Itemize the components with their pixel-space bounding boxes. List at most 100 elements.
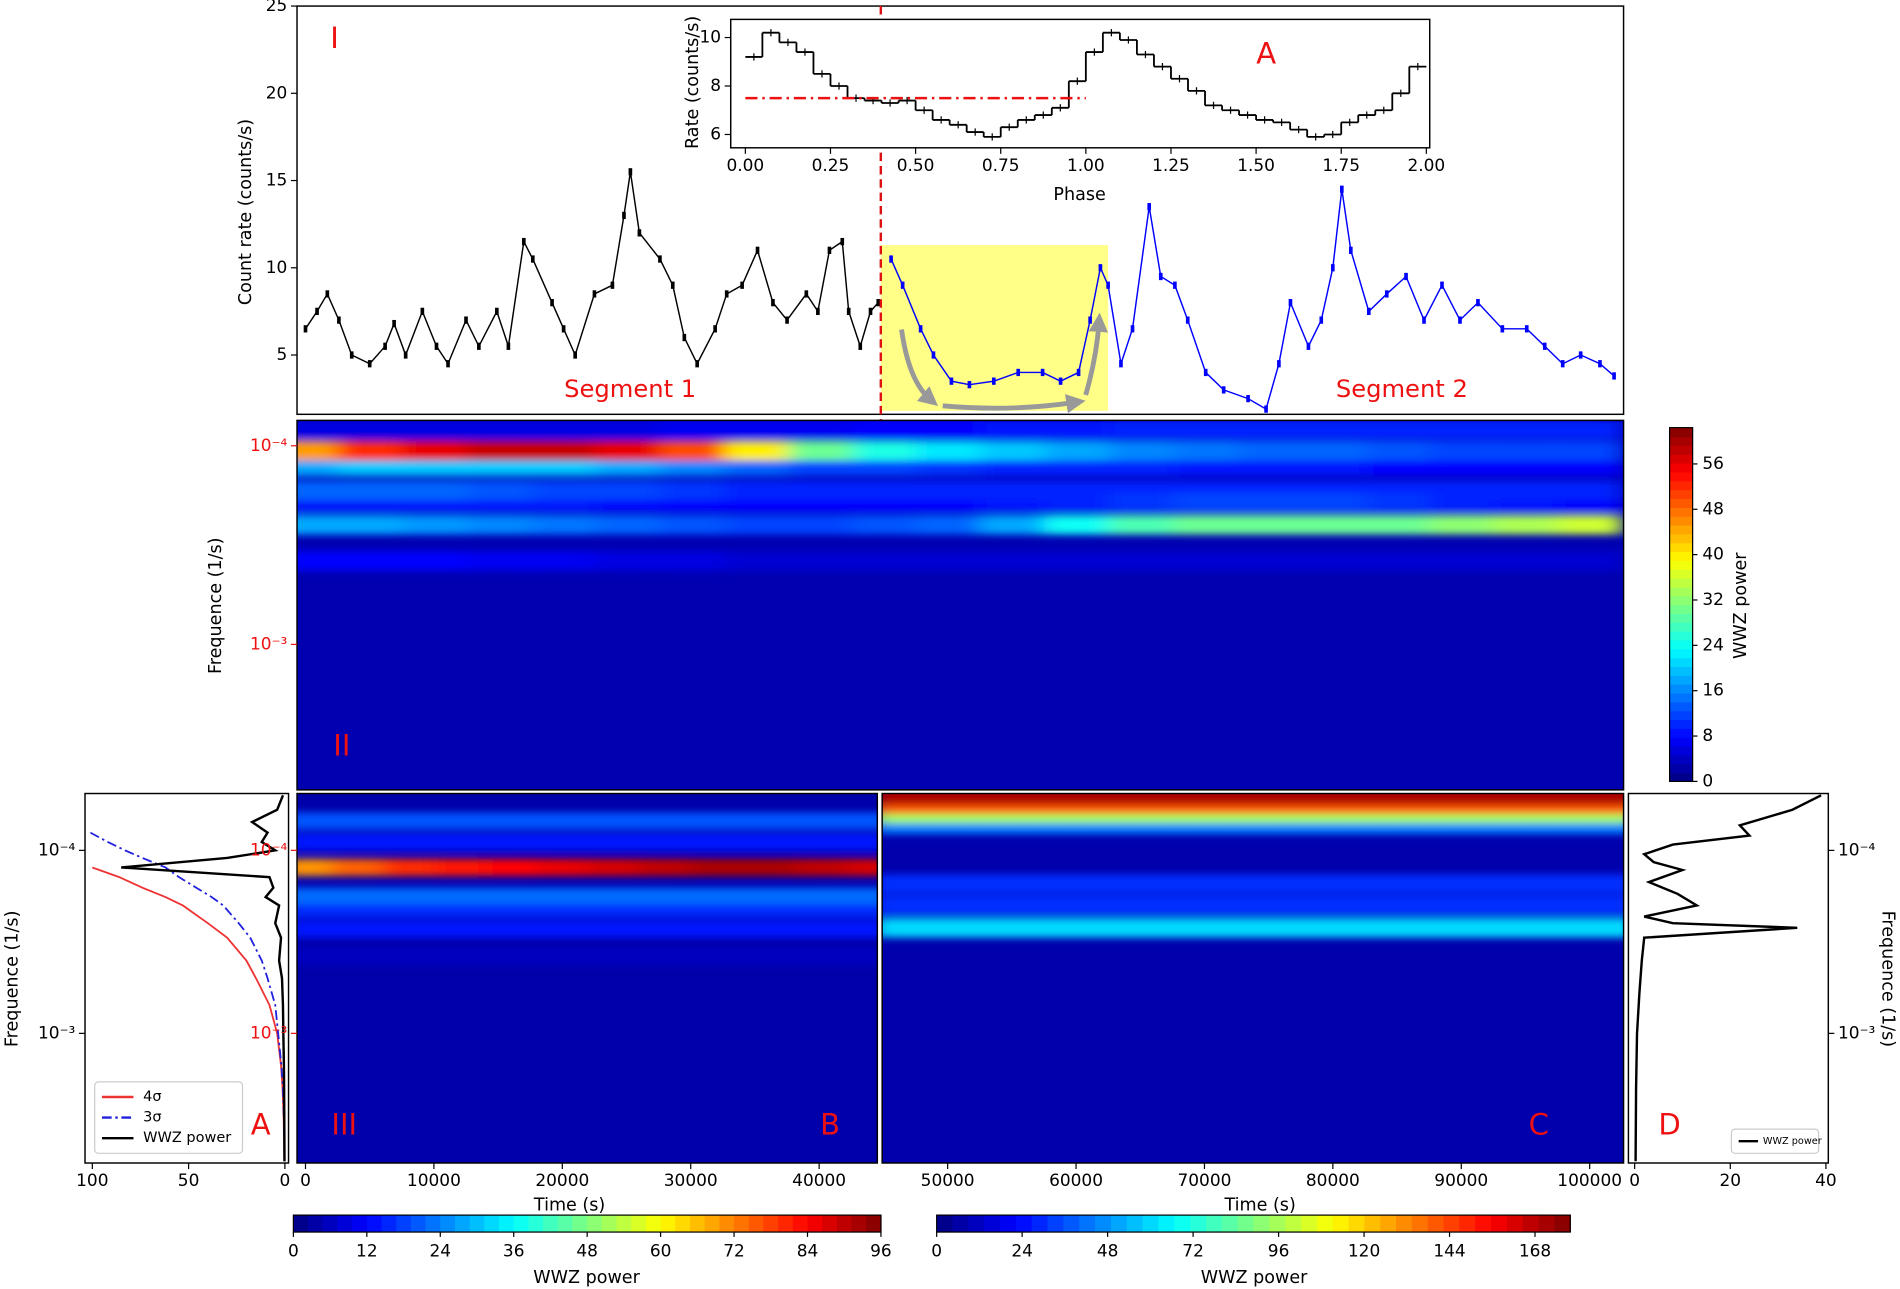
colorbar-swatch [1316, 1215, 1334, 1233]
heatmap-cell [594, 456, 660, 477]
x-tick-label: 0.25 [812, 155, 850, 175]
colorbar-tick-label: 40 [1702, 544, 1724, 564]
panel-label: III [331, 1108, 357, 1142]
data-point [991, 377, 996, 385]
heatmap-cell [851, 551, 917, 571]
heatmap-cell [1024, 895, 1078, 916]
colorbar-tick-label: 32 [1702, 589, 1724, 609]
colorbar-swatch [704, 1215, 720, 1233]
data-point [1612, 372, 1616, 380]
data-point [1288, 299, 1293, 307]
heatmap-cell [588, 833, 641, 851]
heatmap-cell [639, 947, 692, 965]
colorbar-swatch [381, 1215, 397, 1233]
data-point [670, 281, 675, 289]
colorbar-swatch [763, 1215, 779, 1233]
heatmap-cell [433, 920, 487, 938]
data-point [846, 307, 851, 316]
colorbar-tick-label: 48 [1097, 1240, 1119, 1260]
heatmap-cell [297, 858, 333, 876]
x-tick-label: 60000 [1049, 1170, 1103, 1190]
heatmap-cell [787, 515, 853, 535]
colorbar-label: WWZ power [533, 1268, 640, 1288]
heatmap-cell [594, 515, 660, 535]
heatmap-cell [1429, 551, 1495, 571]
x-tick-label: 1.00 [1067, 155, 1105, 175]
colorbar-swatch [1506, 1215, 1524, 1233]
heatmap-cell [1236, 492, 1302, 513]
colorbar-swatch [1669, 728, 1693, 738]
heatmap-cell [1364, 420, 1431, 440]
heatmap-cell [793, 887, 847, 905]
colorbar-swatch [1205, 1215, 1223, 1233]
heatmap-cell [1300, 420, 1367, 440]
colorbar-swatch [1285, 1215, 1302, 1233]
heatmap-cell [1172, 492, 1238, 513]
heatmap-cell [973, 918, 1026, 938]
data-point [446, 360, 450, 368]
x-tick-label: 20000 [535, 1170, 589, 1190]
heatmap-cell [588, 858, 641, 876]
colorbar-swatch [1669, 754, 1693, 765]
heatmap-cell [1364, 492, 1431, 513]
heatmap-cell [530, 515, 596, 535]
colorbar-swatch [1669, 480, 1693, 491]
y-label: Frequence (1/s) [2, 911, 22, 1048]
heatmap-cell [382, 947, 436, 965]
colorbar-swatch [293, 1215, 309, 1233]
data-point [530, 255, 535, 263]
x-tick-label: 50 [178, 1170, 200, 1190]
panel-label: C [1529, 1108, 1549, 1142]
colorbar-swatch [616, 1215, 632, 1233]
colorbar-swatch [1669, 737, 1693, 747]
data-point [1130, 325, 1135, 333]
heatmap-cell [1493, 441, 1559, 461]
heatmap-cell [1043, 492, 1110, 513]
colorbar-tick-label: 24 [1011, 1240, 1033, 1260]
heatmap-cell [1486, 874, 1540, 894]
colorbar-swatch [308, 1215, 324, 1233]
line [89, 831, 286, 1162]
panel-label: I [330, 21, 339, 55]
heatmap-cell [588, 887, 641, 905]
colorbar-swatch [1047, 1215, 1064, 1233]
y-label: Frequence (1/s) [1878, 911, 1898, 1048]
heatmap-cell [1236, 441, 1302, 461]
colorbar-swatch [1269, 1215, 1286, 1233]
heatmap-cell [915, 515, 981, 535]
heatmap-cell [1435, 793, 1489, 805]
light-curve [304, 171, 879, 366]
heatmap-cell [382, 833, 436, 851]
heatmap-cell [1076, 874, 1129, 894]
heatmap-cell [401, 420, 468, 440]
data-point [1366, 307, 1371, 316]
data-point [403, 351, 408, 359]
heatmap-cell [401, 456, 468, 477]
heatmap-cell [979, 515, 1046, 535]
heatmap-cell [1300, 515, 1367, 535]
heatmap-cell [1108, 551, 1174, 571]
heatmap-cell [1493, 420, 1559, 440]
colorbar-tick-label: 56 [1702, 453, 1724, 473]
y-tick-label: 20 [266, 82, 288, 102]
data-point [1158, 272, 1163, 281]
data-point [840, 237, 845, 246]
colorbar-swatch [1669, 586, 1693, 597]
heatmap-cell [1429, 420, 1495, 440]
panel: 6 8 10 0.00 0.25 0.50 0.75 1.00 1.25 1.50 1.75 2.00 [699, 18, 1445, 175]
heatmap-cell [793, 900, 847, 918]
heatmap-cell [722, 420, 789, 440]
heatmap-cell [1108, 515, 1174, 535]
colorbar-tick-label: 96 [1268, 1240, 1290, 1260]
arrow [1083, 312, 1109, 396]
heatmap-cell [297, 441, 339, 461]
data-point [1058, 377, 1063, 385]
data-point [325, 290, 330, 298]
data-point [1040, 368, 1045, 377]
colorbar-swatch [1669, 542, 1693, 553]
heatmap-cell [1172, 456, 1238, 477]
x-tick-label: 30000 [664, 1170, 718, 1190]
colorbar-tick-label: 24 [1702, 634, 1724, 654]
data-point [1246, 394, 1250, 403]
heatmap-cell [1364, 515, 1431, 535]
